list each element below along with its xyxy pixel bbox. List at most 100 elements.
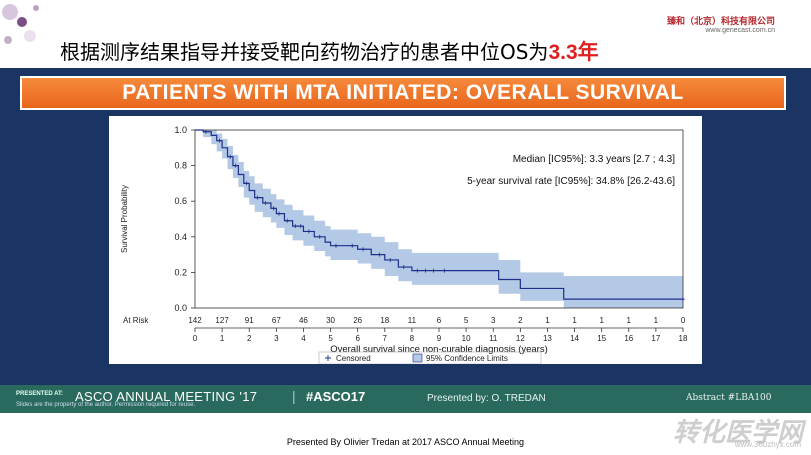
- company-url: www.genecast.com.cn: [705, 27, 775, 34]
- x-tick-label: 16: [624, 334, 633, 343]
- asco-footer: PRESENTED AT: ASCO ANNUAL MEETING '17 | …: [0, 385, 811, 413]
- x-tick-label: 9: [437, 334, 442, 343]
- at-risk-count: 26: [353, 316, 362, 325]
- y-tick-label: 0.8: [174, 161, 187, 171]
- censor-mark: [306, 229, 311, 234]
- at-risk-count: 1: [627, 316, 632, 325]
- legend-censored-label: Censored: [336, 354, 371, 363]
- censor-mark: [377, 252, 382, 257]
- censor-mark: [681, 297, 685, 302]
- censor-mark: [293, 224, 298, 229]
- censor-mark: [442, 268, 447, 273]
- x-tick-label: 12: [516, 334, 525, 343]
- abstract-number: Abstract #LBA100: [686, 393, 772, 403]
- censor-mark: [263, 200, 268, 205]
- y-tick-label: 0.4: [174, 232, 187, 242]
- x-tick-label: 18: [679, 334, 688, 343]
- censor-mark: [415, 268, 420, 273]
- legend-ci-label: 95% Confidence Limits: [426, 354, 508, 363]
- at-risk-count: 11: [408, 316, 417, 325]
- x-tick-label: 13: [543, 334, 552, 343]
- x-axis-label: Overall survival since non-curable diagn…: [330, 344, 548, 355]
- y-axis-label: Survival Probability: [120, 185, 129, 253]
- y-tick-label: 1.0: [174, 125, 187, 135]
- headline-highlight: 3.3年: [548, 41, 599, 64]
- at-risk-count: 3: [491, 316, 496, 325]
- at-risk-count: 1: [599, 316, 604, 325]
- at-risk-count: 142: [188, 316, 202, 325]
- at-risk-count: 1: [572, 316, 577, 325]
- censor-mark: [228, 154, 233, 159]
- meeting-name: ASCO ANNUAL MEETING '17: [75, 389, 258, 404]
- censor-mark: [388, 257, 393, 262]
- x-tick-label: 4: [301, 334, 306, 343]
- median-annotation: Median [IC95%]: 3.3 years [2.7 ; 4.3]: [513, 154, 676, 165]
- watermark-url: www.360zhyx.com: [734, 440, 801, 449]
- at-risk-label: At Risk: [123, 316, 149, 325]
- censor-mark: [285, 218, 290, 223]
- slide-panel: PATIENTS WITH MTA INITIATED: OVERALL SUR…: [0, 68, 811, 385]
- chart-panel: 0.0 0.2 0.4 0.6 0.8 1.0 Survival Probability At…: [109, 116, 702, 365]
- x-tick-label: 11: [489, 334, 498, 343]
- censor-mark: [431, 268, 436, 273]
- x-tick-label: 5: [328, 334, 333, 343]
- at-risk-count: 127: [215, 316, 229, 325]
- censor-mark: [233, 163, 238, 168]
- watermark-logo: 转化医学网: [672, 418, 803, 448]
- page-headline: 根据测序结果指导并接受靶向药物治疗的患者中位OS为3.3年: [60, 40, 599, 64]
- decorative-bubbles-icon: [2, 4, 39, 44]
- censor-mark: [255, 195, 260, 200]
- x-tick-label: 8: [410, 334, 415, 343]
- censor-mark: [401, 265, 406, 270]
- x-tick-label: 1: [220, 334, 225, 343]
- presented-at-label: PRESENTED AT:: [16, 391, 64, 397]
- censor-mark: [217, 138, 222, 143]
- company-name: 臻和（北京）科技有限公司: [666, 17, 775, 27]
- presenter: Presented by: O. TREDAN: [427, 393, 546, 404]
- x-tick-label: 6: [355, 334, 360, 343]
- legend-censored-marker: [325, 355, 331, 361]
- header-area: 根据测序结果指导并接受靶向药物治疗的患者中位OS为3.3年 臻和（北京）科技有限…: [0, 0, 811, 68]
- five-year-annotation: 5-year survival rate [IC95%]: 34.8% [26.…: [467, 176, 675, 187]
- footer-separator: |: [292, 388, 296, 404]
- plot-frame: [194, 129, 684, 309]
- censor-mark: [317, 234, 322, 239]
- x-tick-label: 3: [274, 334, 279, 343]
- censor-mark: [203, 129, 208, 134]
- x-tick-label: 10: [462, 334, 471, 343]
- km-survival-chart: 0.0 0.2 0.4 0.6 0.8 1.0 Survival Probability At…: [120, 125, 688, 365]
- x-tick-label: 15: [597, 334, 606, 343]
- censor-mark: [350, 243, 355, 248]
- censor-mark: [244, 181, 249, 186]
- at-risk-count: 1: [654, 316, 659, 325]
- censor-mark: [271, 206, 276, 211]
- footer-disclaimer: Slides are the property of the author. P…: [16, 402, 196, 408]
- censor-mark: [333, 243, 338, 248]
- censor-mark: [277, 211, 282, 216]
- y-tick-label: 0.2: [174, 267, 187, 277]
- at-risk-count: 18: [380, 316, 389, 325]
- at-risk-count: 0: [681, 316, 686, 325]
- censor-mark: [423, 268, 428, 273]
- x-tick-label: 2: [247, 334, 252, 343]
- at-risk-count: 91: [245, 316, 254, 325]
- hashtag: #ASCO17: [306, 389, 366, 404]
- at-risk-count: 46: [299, 316, 308, 325]
- survival-curve: [195, 129, 683, 300]
- y-tick-label: 0.0: [174, 303, 187, 313]
- x-tick-label: 0: [193, 334, 198, 343]
- at-risk-count: 30: [326, 316, 335, 325]
- censor-mark: [298, 224, 303, 229]
- at-risk-count: 1: [545, 316, 550, 325]
- legend-ci-swatch: [412, 353, 423, 363]
- censor-mark: [361, 247, 366, 252]
- confidence-band: [195, 130, 683, 308]
- x-tick-label: 14: [570, 334, 579, 343]
- y-tick-label: 0.6: [174, 196, 187, 206]
- slide-title-banner: PATIENTS WITH MTA INITIATED: OVERALL SUR…: [20, 76, 786, 110]
- at-risk-count: 67: [272, 316, 281, 325]
- x-tick-label: 7: [383, 334, 388, 343]
- at-risk-count: 5: [464, 316, 469, 325]
- caption: Presented By Olivier Tredan at 2017 ASCO…: [286, 437, 525, 447]
- at-risk-count: 2: [518, 316, 523, 325]
